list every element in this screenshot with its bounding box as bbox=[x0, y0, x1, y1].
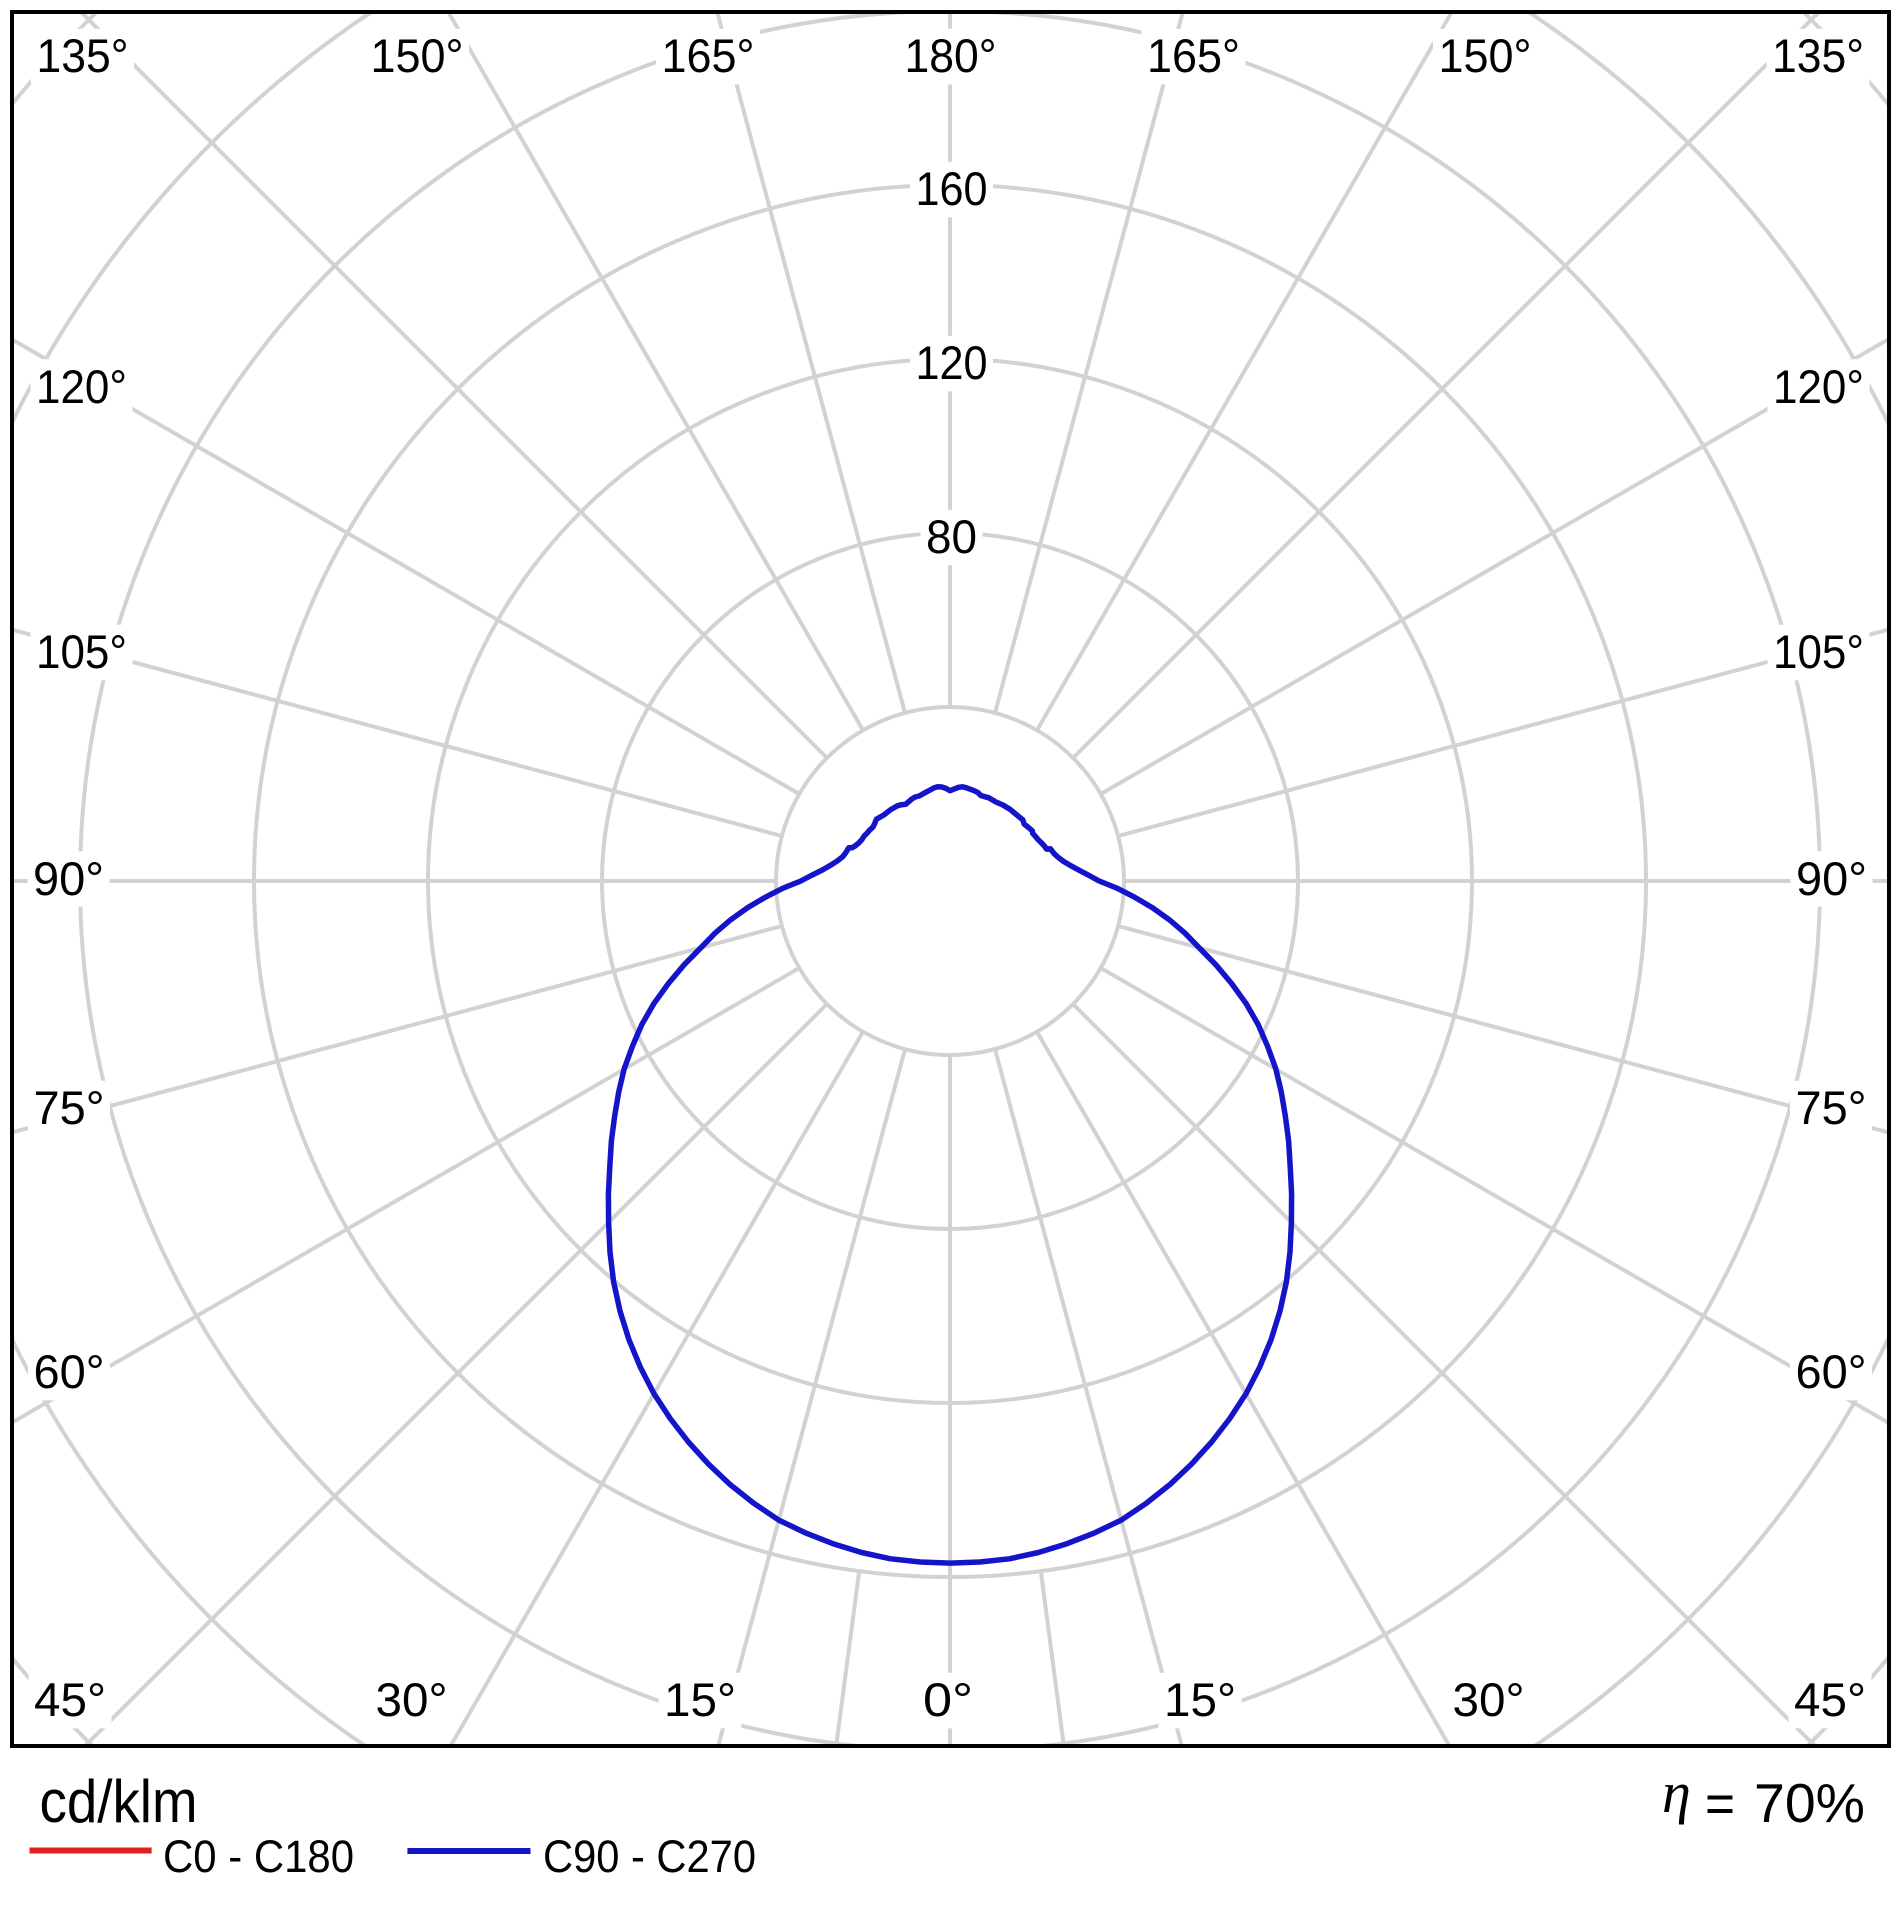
svg-text:165°: 165° bbox=[662, 30, 755, 83]
svg-text:150°: 150° bbox=[371, 30, 464, 83]
svg-text:105°: 105° bbox=[1773, 626, 1864, 679]
svg-text:160: 160 bbox=[916, 163, 988, 216]
svg-text:C0 - C180: C0 - C180 bbox=[163, 1831, 354, 1882]
svg-text:135°: 135° bbox=[1772, 30, 1864, 83]
svg-text:120: 120 bbox=[916, 337, 988, 390]
svg-text:180°: 180° bbox=[905, 30, 997, 83]
svg-text:90°: 90° bbox=[33, 853, 104, 906]
svg-text:cd/klm: cd/klm bbox=[40, 1768, 198, 1835]
svg-text:45°: 45° bbox=[34, 1674, 106, 1727]
svg-text:165°: 165° bbox=[1147, 30, 1240, 83]
svg-text:45°: 45° bbox=[1794, 1674, 1866, 1727]
svg-text:150°: 150° bbox=[1439, 30, 1532, 83]
svg-text:90°: 90° bbox=[1796, 853, 1867, 906]
svg-text:135°: 135° bbox=[37, 30, 129, 83]
svg-text:C90 - C270: C90 - C270 bbox=[543, 1831, 756, 1882]
svg-text:30°: 30° bbox=[1453, 1674, 1525, 1727]
svg-text:=: = bbox=[1705, 1772, 1735, 1834]
svg-text:105°: 105° bbox=[36, 626, 127, 679]
svg-text:80: 80 bbox=[926, 511, 977, 564]
svg-text:120°: 120° bbox=[36, 361, 127, 414]
svg-text:70%: 70% bbox=[1754, 1772, 1865, 1834]
svg-text:15°: 15° bbox=[1164, 1674, 1236, 1727]
svg-text:15°: 15° bbox=[664, 1674, 736, 1727]
svg-text:η: η bbox=[1662, 1760, 1691, 1825]
svg-text:75°: 75° bbox=[34, 1082, 105, 1135]
svg-text:0°: 0° bbox=[923, 1674, 973, 1727]
svg-text:75°: 75° bbox=[1796, 1082, 1867, 1135]
svg-text:60°: 60° bbox=[34, 1346, 105, 1399]
svg-text:30°: 30° bbox=[376, 1674, 448, 1727]
svg-text:120°: 120° bbox=[1773, 361, 1864, 414]
svg-text:60°: 60° bbox=[1796, 1346, 1867, 1399]
